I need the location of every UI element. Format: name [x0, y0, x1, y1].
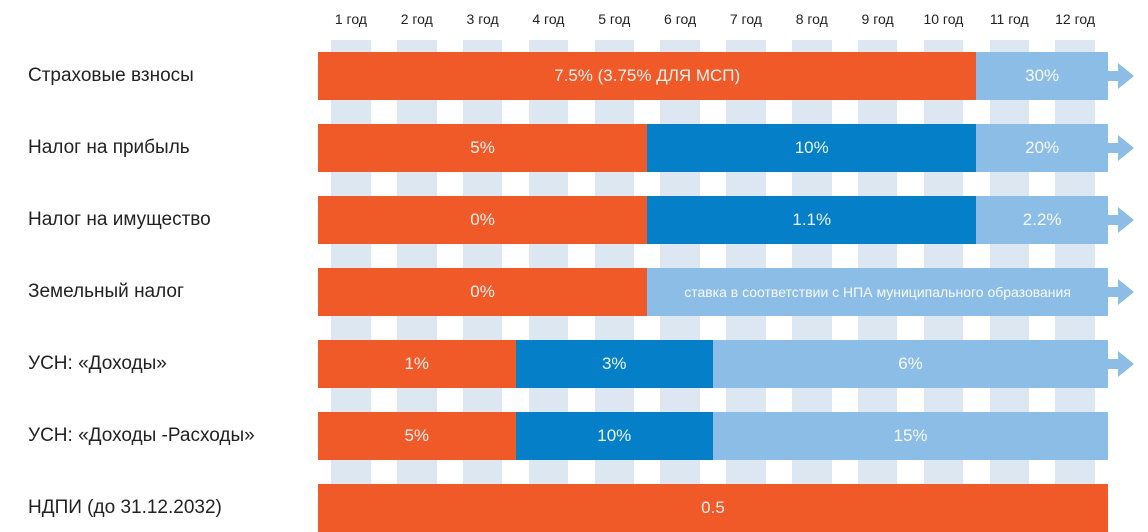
bar-segment: 2.2% — [976, 196, 1108, 244]
continuation-arrow-stem — [1108, 143, 1118, 153]
bar-value-label: 0.5 — [701, 498, 725, 518]
row-label: Налог на прибыль — [28, 137, 190, 158]
continuation-arrow-stem — [1108, 215, 1118, 225]
continuation-arrow-stem — [1108, 287, 1118, 297]
bar-segment: 3% — [515, 340, 713, 388]
continuation-arrow-icon — [1118, 207, 1134, 233]
row-label: Страховые взносы — [28, 65, 194, 86]
continuation-arrow-icon — [1118, 135, 1134, 161]
bar-segment: 20% — [976, 124, 1108, 172]
bar-value-label: 0% — [470, 210, 495, 230]
year-tick-label: 2 год — [400, 11, 433, 27]
bar-segment: 30% — [976, 52, 1108, 100]
continuation-arrow-icon — [1118, 351, 1134, 377]
bar-segment: 15% — [713, 412, 1108, 460]
bar-value-label: 2.2% — [1022, 210, 1062, 230]
continuation-arrow-icon — [1118, 279, 1134, 305]
bar-value-label: 1.1% — [792, 210, 832, 230]
year-tick-label: 1 год — [334, 11, 367, 27]
bar-value-label: 10% — [794, 138, 829, 158]
bar-segment: 5% — [318, 124, 648, 172]
bar-segment: 7.5% (3.75% ДЛЯ МСП) — [318, 52, 977, 100]
continuation-arrow-stem — [1108, 71, 1118, 81]
bar-segment: 0.5 — [318, 484, 1108, 532]
year-tick-label: 11 год — [989, 11, 1029, 27]
year-tick-label: 9 год — [861, 11, 894, 27]
year-tick-label: 8 год — [795, 11, 828, 27]
year-tick-label: 12 год — [1055, 11, 1096, 27]
bar-value-label: 5% — [470, 138, 495, 158]
bar-value-label: 6% — [898, 354, 923, 374]
bar-value-label: 3% — [601, 354, 627, 374]
bar-segment: 6% — [713, 340, 1108, 388]
year-tick-label: 10 год — [923, 11, 964, 27]
year-tick-label: 6 год — [664, 11, 697, 27]
bar-value-label: 1% — [404, 354, 430, 374]
year-tick-label: 4 год — [532, 11, 565, 27]
year-tick-label: 7 год — [729, 11, 762, 27]
bar-segment: 1.1% — [647, 196, 977, 244]
continuation-arrow-icon — [1118, 63, 1134, 89]
row-label: УСН: «Доходы» — [28, 353, 167, 374]
bar-value-label: 15% — [893, 426, 928, 446]
year-tick-label: 5 год — [598, 11, 631, 27]
continuation-arrow-stem — [1108, 359, 1118, 369]
row-label: НДПИ (до 31.12.2032) — [28, 497, 222, 518]
bar-segment: ставка в соответствии с НПА муниципально… — [647, 268, 1108, 316]
row-label: УСН: «Доходы -Расходы» — [28, 425, 255, 446]
bar-value-label: 10% — [597, 426, 632, 446]
bar-segment: 0% — [318, 268, 648, 316]
bar-value-label: 7.5% (3.75% ДЛЯ МСП) — [554, 66, 741, 86]
bar-value-label: 0% — [470, 282, 495, 302]
bar-segment: 10% — [515, 412, 713, 460]
bar-segment: 10% — [647, 124, 977, 172]
bar-value-label: ставка в соответствии с НПА муниципально… — [684, 283, 1071, 300]
bar-segment: 5% — [318, 412, 516, 460]
year-tick-label: 3 год — [466, 11, 499, 27]
bar-segment: 0% — [318, 196, 648, 244]
row-label: Налог на имущество — [28, 209, 211, 230]
bar-value-label: 5% — [404, 426, 430, 446]
bar-value-label: 20% — [1025, 138, 1060, 158]
bar-segment: 1% — [318, 340, 516, 388]
bar-value-label: 30% — [1025, 66, 1060, 86]
row-label: Земельный налог — [28, 281, 184, 302]
